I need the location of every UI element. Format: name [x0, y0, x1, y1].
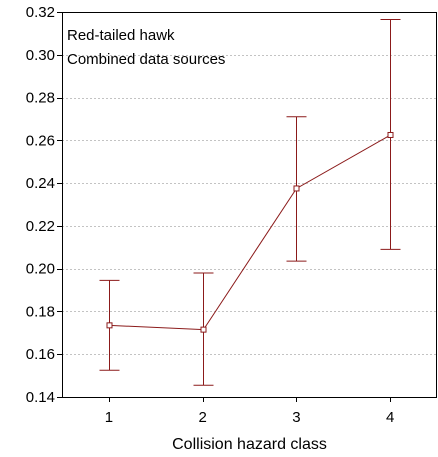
- x-tick-label: 2: [198, 409, 206, 426]
- plot-area-frame: [62, 12, 437, 398]
- data-point-marker: [293, 185, 300, 192]
- grid-lines: [62, 55, 437, 355]
- x-axis-title: Collision hazard class: [172, 436, 327, 453]
- annotation-species: Red-tailed hawk: [67, 27, 175, 44]
- x-tick-label: 4: [386, 409, 394, 426]
- y-tick-label: 0.14: [26, 389, 55, 406]
- annotation-data-sources: Combined data sources: [67, 51, 225, 68]
- x-tick-label: 1: [105, 409, 113, 426]
- data-point-marker: [200, 326, 207, 333]
- x-axis-ticks: 1 2 3 4: [105, 397, 394, 426]
- y-tick-label: 0.30: [26, 47, 55, 64]
- x-tick-label: 3: [292, 409, 300, 426]
- y-tick-label: 0.32: [26, 4, 55, 21]
- y-tick-label: 0.16: [26, 346, 55, 363]
- y-tick-label: 0.26: [26, 132, 55, 149]
- series-line: [109, 134, 391, 331]
- y-tick-label: 0.20: [26, 261, 55, 278]
- y-tick-label: 0.22: [26, 218, 55, 235]
- data-point-marker: [387, 131, 394, 138]
- data-point-marker: [106, 322, 113, 329]
- y-tick-label: 0.28: [26, 90, 55, 107]
- series-layer: [99, 18, 401, 386]
- y-tick-label: 0.24: [26, 175, 55, 192]
- y-axis-ticks: 0.14 0.16 0.18 0.20 0.22 0.24 0.26 0.28 0.30 0.32: [26, 4, 62, 406]
- y-tick-label: 0.18: [26, 303, 55, 320]
